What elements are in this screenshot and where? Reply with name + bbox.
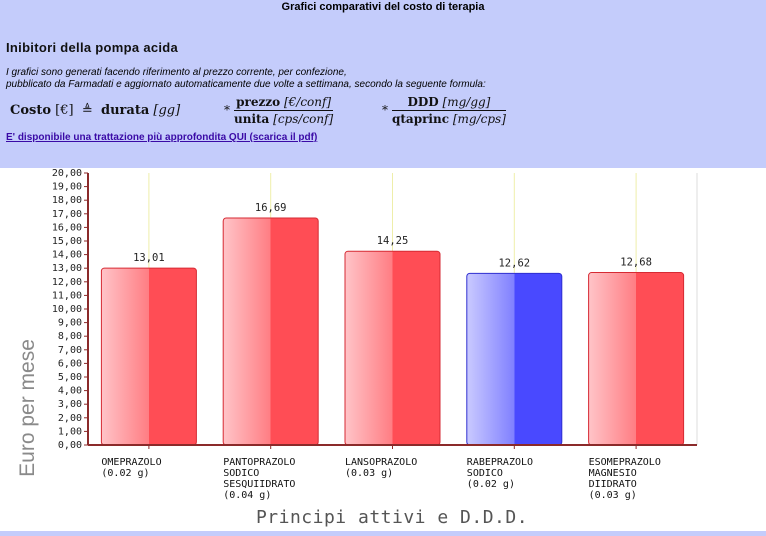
axis-layer: 0,00 1,00 2,00 3,00 4,00 5,00 6,00 7,00 8,00 9,00…: [52, 168, 697, 501]
bar: [222, 217, 319, 446]
formula-durata-unit: [gg]: [153, 103, 181, 118]
bar: [588, 272, 685, 446]
x-tick-label: RABEPRAZOLO: [467, 457, 533, 468]
page-header-title: Grafici comparativi del costo di terapia: [281, 1, 485, 13]
x-tick-label: (0.03 g): [589, 490, 637, 501]
formula-qtaprinc: qtaprinc: [392, 112, 450, 126]
description-line-1: I grafici sono generati facendo riferime…: [6, 67, 347, 78]
bar: [466, 272, 563, 446]
x-tick-label: LANSOPRAZOLO: [345, 457, 417, 468]
x-tick-label: OMEPRAZOLO: [101, 457, 161, 468]
x-tick-label: (0.02 g): [101, 468, 149, 479]
x-axis-label: Principi attivi e D.D.D.: [256, 507, 528, 528]
formula-durata: durata: [101, 103, 150, 118]
y-tick-label: 16,00: [52, 222, 82, 233]
y-tick-label: 4,00: [58, 386, 82, 397]
chart-panel: 13,01 16,69 14,25 12,62 12,68 0,00 1,00 2,00 3,…: [0, 168, 766, 531]
formula-prezzo-unit: [€/conf]: [283, 95, 332, 109]
bar: [344, 250, 441, 446]
formula-definition-symbol: ≜: [81, 103, 93, 118]
formula-fraction-prezzo: prezzo [€/conf] unita [cps/conf]: [234, 95, 334, 126]
y-tick-label: 17,00: [52, 209, 82, 220]
y-tick-label: 1,00: [58, 426, 82, 437]
section-title: Inibitori della pompa acida: [6, 40, 179, 55]
y-tick-label: 3,00: [58, 399, 82, 410]
y-tick-label: 0,00: [58, 440, 82, 451]
formula-fraction-ddd: DDD [mg/gg] qtaprinc [mg/cps]: [392, 95, 506, 126]
bar-value-label: 16,69: [255, 202, 287, 214]
formula-ddd-unit: [mg/gg]: [442, 95, 491, 109]
y-tick-label: 7,00: [58, 345, 82, 356]
formula-ddd: DDD: [407, 95, 439, 109]
formula-prezzo: prezzo: [236, 95, 281, 109]
x-tick-label: SODICO: [467, 468, 503, 479]
y-tick-label: 11,00: [52, 290, 82, 301]
bar-value-label: 13,01: [133, 252, 165, 264]
y-tick-label: 8,00: [58, 331, 82, 342]
y-tick-label: 12,00: [52, 277, 82, 288]
x-tick-label: (0.02 g): [467, 479, 515, 490]
x-tick-label: SESQUIIDRATO: [223, 479, 295, 490]
bar-value-label: 14,25: [377, 235, 409, 247]
y-tick-label: 13,00: [52, 263, 82, 274]
y-tick-label: 6,00: [58, 358, 82, 369]
formula-times-2: *: [382, 103, 388, 117]
x-tick-label: MAGNESIO: [589, 468, 637, 479]
bar-value-label: 12,68: [620, 257, 652, 269]
y-tick-label: 18,00: [52, 195, 82, 206]
y-tick-label: 9,00: [58, 318, 82, 329]
description: I grafici sono generati facendo riferime…: [6, 67, 486, 91]
x-tick-label: PANTOPRAZOLO: [223, 457, 295, 468]
x-tick-label: (0.03 g): [345, 468, 393, 479]
formula-lhs: Costo [€] ≜ durata [gg]: [10, 103, 180, 118]
formula-unita: unita: [234, 112, 270, 126]
x-tick-label: (0.04 g): [223, 490, 271, 501]
formula-unita-unit: [cps/conf]: [273, 112, 334, 126]
bars-layer: 13,01 16,69 14,25 12,62 12,68: [100, 202, 685, 446]
formula-times-1: *: [224, 103, 230, 117]
y-axis-label: Euro per mese: [16, 339, 39, 477]
formula-qtaprinc-unit: [mg/cps]: [452, 112, 506, 126]
formula-costo-unit: [€]: [55, 103, 74, 118]
cost-bar-chart: 13,01 16,69 14,25 12,62 12,68 0,00 1,00 2,00 3,…: [16, 168, 698, 528]
y-tick-label: 5,00: [58, 372, 82, 383]
y-tick-label: 2,00: [58, 413, 82, 424]
bar: [100, 267, 197, 446]
pdf-download-link[interactable]: E' disponibile una trattazione più appro…: [6, 132, 318, 143]
y-tick-label: 20,00: [52, 168, 82, 179]
x-tick-label: SODICO: [223, 468, 259, 479]
y-tick-label: 19,00: [52, 182, 82, 193]
y-tick-label: 15,00: [52, 236, 82, 247]
bar-value-label: 12,62: [498, 257, 530, 269]
x-tick-label: DIIDRATO: [589, 479, 637, 490]
y-tick-label: 10,00: [52, 304, 82, 315]
y-tick-label: 14,00: [52, 250, 82, 261]
x-tick-label: ESOMEPRAZOLO: [589, 457, 661, 468]
description-line-2: pubblicato da Farmadati e aggiornato aut…: [6, 79, 486, 90]
formula-costo: Costo: [10, 103, 52, 118]
